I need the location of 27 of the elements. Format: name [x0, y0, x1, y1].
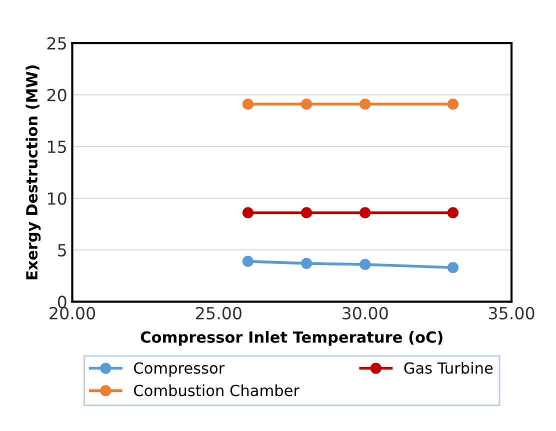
y-tick-label: 0 — [58, 296, 66, 308]
legend-label: Compressor — [134, 362, 225, 377]
y-tick-label: 10 — [48, 192, 66, 205]
legend-label: Combustion Chamber — [134, 384, 300, 396]
x-tick-label: 30.00 — [342, 306, 388, 320]
point — [447, 98, 459, 110]
point — [300, 207, 312, 218]
x-tick-label: 25.00 — [196, 306, 242, 320]
point — [242, 256, 254, 267]
y-axis-title: Exergy Destruction (MW) — [26, 65, 41, 280]
point — [447, 207, 459, 218]
x-tick-label: 20.00 — [50, 306, 96, 320]
y-tick-label: 5 — [58, 244, 66, 257]
point — [300, 258, 312, 269]
y-tick-label: 25 — [47, 37, 66, 50]
point — [360, 207, 371, 218]
y-tick-label: 15 — [48, 140, 66, 154]
y-tick-label: 20 — [47, 88, 66, 102]
x-axis-title: Compressor Inlet Temperature (oC) — [140, 331, 442, 346]
point — [300, 98, 312, 110]
point — [242, 98, 254, 110]
point — [360, 258, 371, 270]
x-tick-label: 35.00 — [488, 306, 534, 320]
point — [360, 98, 371, 110]
point — [242, 207, 254, 218]
legend-label: Gas Turbine — [404, 362, 493, 374]
point — [447, 262, 459, 274]
